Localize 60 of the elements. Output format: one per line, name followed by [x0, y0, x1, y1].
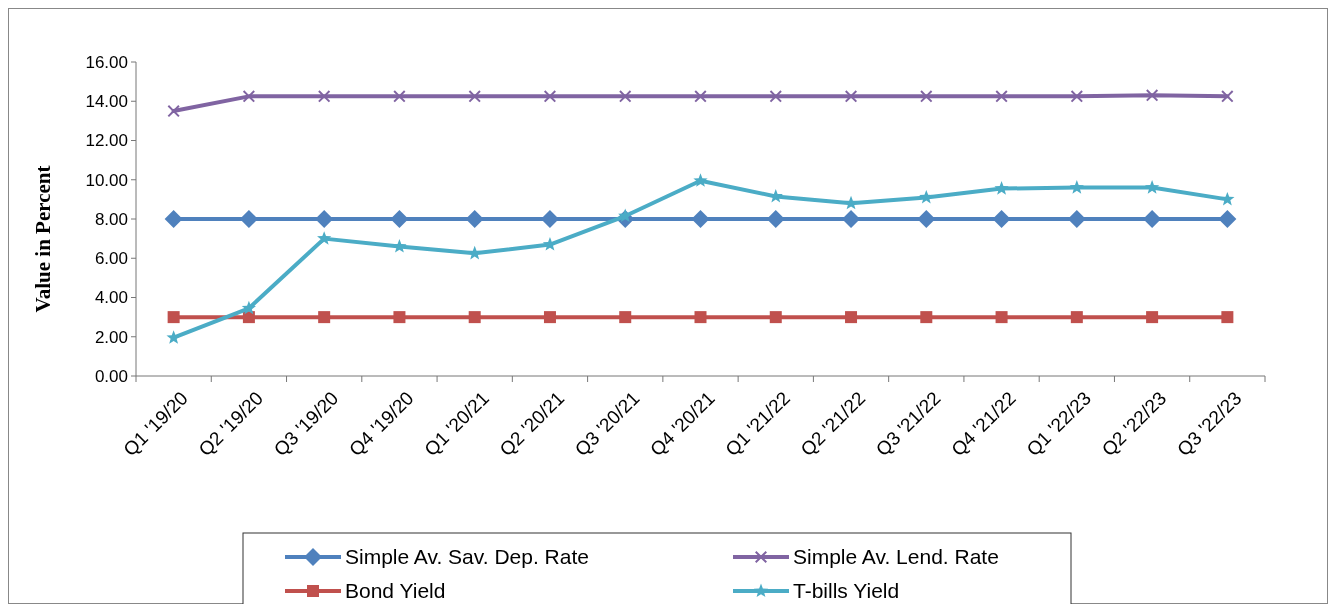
y-axis-title: Value in Percent [31, 165, 55, 313]
point [920, 311, 933, 324]
point [1221, 311, 1234, 324]
point [393, 311, 406, 324]
point [393, 90, 406, 103]
point [769, 90, 782, 103]
point [1069, 180, 1084, 194]
point [1146, 89, 1159, 102]
legend-label: T-bills Yield [793, 579, 900, 603]
point [467, 245, 482, 260]
y-tick-label: 8.00 [94, 209, 128, 229]
point [920, 90, 933, 103]
point [1144, 180, 1160, 194]
point [1070, 90, 1083, 103]
point [917, 210, 936, 228]
point [468, 311, 481, 324]
point [845, 311, 858, 324]
y-tick-label: 4.00 [94, 288, 128, 308]
point [1070, 311, 1083, 324]
y-tick-label: 12.00 [85, 131, 128, 151]
point [843, 195, 859, 210]
y-tick-label: 16.00 [85, 52, 128, 72]
point [167, 105, 180, 118]
point [1220, 191, 1235, 206]
point [769, 311, 782, 324]
point [845, 90, 858, 103]
point [317, 231, 332, 245]
point [1146, 311, 1159, 324]
legend-label: Simple Av. Lend. Rate [793, 545, 999, 569]
point [995, 90, 1008, 103]
point [619, 311, 632, 324]
point [994, 181, 1009, 195]
y-tick-label: 6.00 [94, 249, 128, 269]
point [390, 210, 409, 228]
point [242, 90, 255, 103]
point [995, 311, 1008, 324]
point [543, 311, 556, 324]
y-tick-label: 14.00 [85, 92, 128, 112]
point [619, 90, 632, 103]
point [1218, 210, 1237, 228]
point [318, 90, 331, 103]
point [164, 210, 183, 228]
y-tick-label: 2.00 [94, 327, 128, 347]
legend-label: Simple Av. Sav. Dep. Rate [345, 545, 589, 569]
point [241, 300, 257, 315]
point [167, 311, 180, 324]
point [1221, 90, 1234, 103]
y-tick-label: 10.00 [85, 170, 128, 190]
point [694, 90, 707, 103]
point [543, 90, 556, 103]
point [465, 210, 484, 228]
point [919, 189, 934, 204]
point [318, 311, 331, 324]
point [992, 210, 1011, 228]
y-tick-label: 0.00 [94, 366, 128, 386]
point [694, 311, 707, 324]
point [693, 173, 708, 187]
point [468, 90, 481, 103]
legend-label: Bond Yield [345, 579, 446, 603]
point [691, 210, 710, 228]
